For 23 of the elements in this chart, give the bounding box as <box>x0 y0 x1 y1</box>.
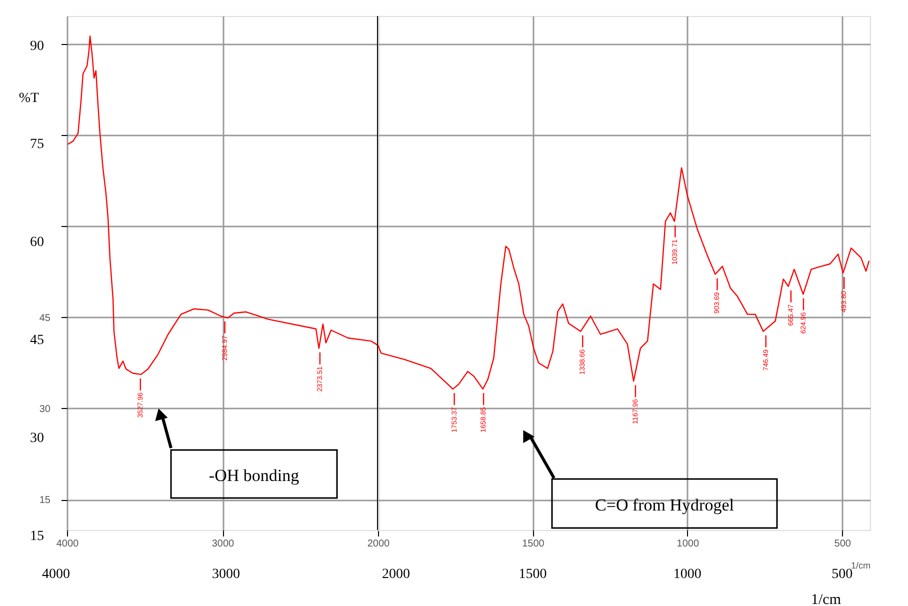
annotation: -OH bonding <box>208 466 300 485</box>
x2-tick-label: 4000 <box>42 567 70 582</box>
y2-tick-label: 60 <box>30 235 44 250</box>
y2-axis-title: %T <box>18 91 40 106</box>
x-axis-title: 1/cm <box>850 560 870 570</box>
x-tick-label: 1500 <box>522 538 545 550</box>
x2-axis-title: 1/cm <box>811 592 842 606</box>
y-tick-label: 30 <box>39 404 51 415</box>
x-tick-label: 3000 <box>212 538 235 550</box>
x2-tick-label: 3000 <box>212 567 240 582</box>
x-tick-label: 4000 <box>56 538 80 550</box>
y2-tick-label: 90 <box>30 39 44 54</box>
y-tick-label: 15 <box>39 495 51 506</box>
x2-tick-label: 500 <box>832 567 853 582</box>
x-tick-label: 2000 <box>367 538 390 550</box>
x2-tick-label: 2000 <box>382 567 410 582</box>
x2-tick-label: 1500 <box>518 567 547 582</box>
x-tick-label: 500 <box>834 538 852 550</box>
y-tick-label: 45 <box>39 312 51 324</box>
x2-tick-label: 1000 <box>673 567 702 582</box>
y2-tick-label: 75 <box>30 137 44 152</box>
x-tick-label: 1000 <box>676 538 700 550</box>
annotation: C=O from Hydrogel <box>595 496 734 514</box>
